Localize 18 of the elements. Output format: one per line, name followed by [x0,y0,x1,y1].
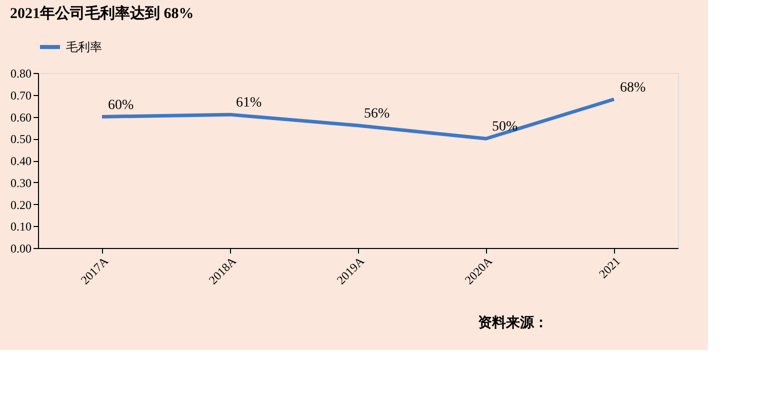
y-tick-label: 0.00 [10,242,32,256]
y-tick-label: 0.70 [10,88,32,102]
legend-label: 毛利率 [66,40,102,54]
data-label: 50% [492,120,518,135]
y-tick-label: 0.80 [10,66,32,80]
line-series [100,98,616,140]
data-label: 61% [236,96,262,111]
y-tick-label: 0.60 [10,110,32,124]
text: 资料来源： [478,315,548,331]
y-tick-label: 0.20 [10,198,32,212]
data-label: 68% [620,80,646,96]
y-tick-label: 0.50 [10,132,32,146]
data-label: 60% [108,98,134,113]
y-tick-label: 0.30 [10,176,32,190]
chart-title: 2021年公司毛利率达到 68% [10,4,194,22]
data-label: 56% [364,106,390,122]
y-tick-label: 0.10 [10,220,32,234]
y-tick-label: 0.40 [10,154,32,168]
